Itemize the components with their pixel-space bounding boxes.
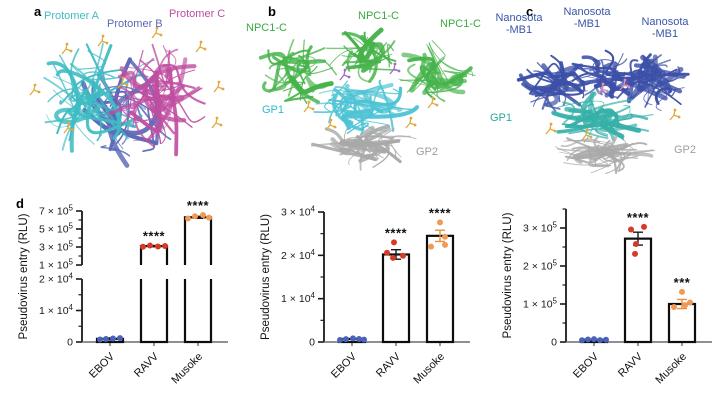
svg-text:3 × 105: 3 × 105: [523, 221, 558, 235]
svg-text:5 × 105: 5 × 105: [39, 222, 74, 236]
label-gp1-c: GP1: [490, 112, 513, 124]
svg-text:1 × 104: 1 × 104: [281, 291, 316, 305]
pseudovirus-entry-chart-right: Pseudovirus entry (RLU) 0 1 × 105 2 × 105 3 …: [502, 208, 712, 387]
label-gp2-b: GP2: [416, 146, 439, 158]
svg-text:2 × 105: 2 × 105: [523, 259, 558, 273]
pseudovirus-entry-chart-broken-axis: Pseudovirus entry (RLU) 0 1 × 104 2 × 1041 …: [18, 198, 228, 387]
protein-structure-trimer-illustration: [29, 26, 225, 168]
label-nanosota-mb1-right: Nanosota -MB1: [632, 16, 698, 40]
label-protomer-c: Protomer C: [169, 8, 226, 20]
label-line2: -MB1: [505, 24, 533, 36]
panel-letter-c: c: [526, 4, 534, 19]
svg-text:Musoke: Musoke: [653, 351, 689, 387]
panel-c: c Nanosota -MB1 Nanosota -MB1 Nanosota -…: [480, 0, 718, 190]
svg-text:RAVV: RAVV: [374, 350, 404, 380]
svg-text:****: ****: [429, 205, 452, 220]
panel-letter-b: b: [268, 4, 276, 19]
svg-text:2 × 104: 2 × 104: [39, 272, 74, 286]
label-npc1-c-middle: NPC1-C: [358, 10, 399, 22]
label-line2: -MB1: [573, 18, 601, 30]
svg-text:***: ***: [674, 275, 691, 290]
svg-text:1 × 105: 1 × 105: [39, 258, 74, 272]
svg-text:RAVV: RAVV: [132, 350, 162, 380]
svg-text:2 × 104: 2 × 104: [281, 248, 316, 262]
label-protomer-b: Protomer B: [107, 18, 163, 30]
svg-text:EBOV: EBOV: [329, 350, 360, 381]
label-nanosota-mb1-middle: Nanosota -MB1: [556, 6, 618, 30]
label-nanosota-mb1-left: Nanosota -MB1: [488, 12, 550, 36]
protein-structure-nanobody-complex-illustration: [516, 49, 690, 175]
panel-letter-d: d: [16, 196, 24, 211]
label-line2: -MB1: [651, 28, 679, 40]
label-npc1-c-right: NPC1-C: [440, 18, 481, 30]
protein-structure-npc1-complex-illustration: [258, 27, 476, 171]
panel-b: b NPC1-C NPC1-C NPC1-C GP1 GP2: [240, 0, 481, 190]
label-line1: Nanosota: [495, 12, 543, 24]
label-line1: Nanosota: [563, 6, 611, 18]
svg-text:****: ****: [143, 229, 166, 244]
pseudovirus-entry-chart-middle: Pseudovirus entry (RLU) 0 1 × 104 2 × 104 3 …: [260, 205, 470, 387]
panel-a: a Protomer A Protomer B Protomer C: [0, 0, 240, 190]
svg-text:1 × 105: 1 × 105: [523, 297, 558, 311]
svg-text:Musoke: Musoke: [411, 351, 447, 387]
svg-text:3 × 104: 3 × 104: [281, 205, 316, 219]
svg-text:****: ****: [627, 210, 650, 225]
svg-text:7 × 105: 7 × 105: [39, 204, 74, 218]
svg-text:0: 0: [309, 337, 315, 349]
svg-text:EBOV: EBOV: [87, 350, 118, 381]
label-line1: Nanosota: [641, 16, 689, 28]
svg-text:1 × 104: 1 × 104: [39, 303, 74, 317]
label-gp1-b: GP1: [262, 104, 285, 116]
label-protomer-a: Protomer A: [44, 10, 100, 22]
panel-letter-a: a: [34, 4, 42, 19]
svg-text:0: 0: [67, 337, 73, 349]
svg-text:3 × 105: 3 × 105: [39, 240, 74, 254]
svg-text:Musoke: Musoke: [169, 351, 205, 387]
label-gp2-c: GP2: [674, 144, 697, 156]
svg-text:****: ****: [385, 225, 408, 240]
svg-text:Pseudovirus entry (RLU): Pseudovirus entry (RLU): [18, 213, 30, 339]
svg-text:****: ****: [187, 198, 210, 213]
label-npc1-c-left: NPC1-C: [246, 22, 287, 34]
svg-text:0: 0: [551, 337, 557, 349]
svg-text:Pseudovirus entry (RLU): Pseudovirus entry (RLU): [502, 212, 514, 338]
svg-text:EBOV: EBOV: [571, 350, 602, 381]
svg-text:RAVV: RAVV: [616, 350, 646, 380]
svg-text:Pseudovirus entry (RLU): Pseudovirus entry (RLU): [260, 214, 272, 340]
